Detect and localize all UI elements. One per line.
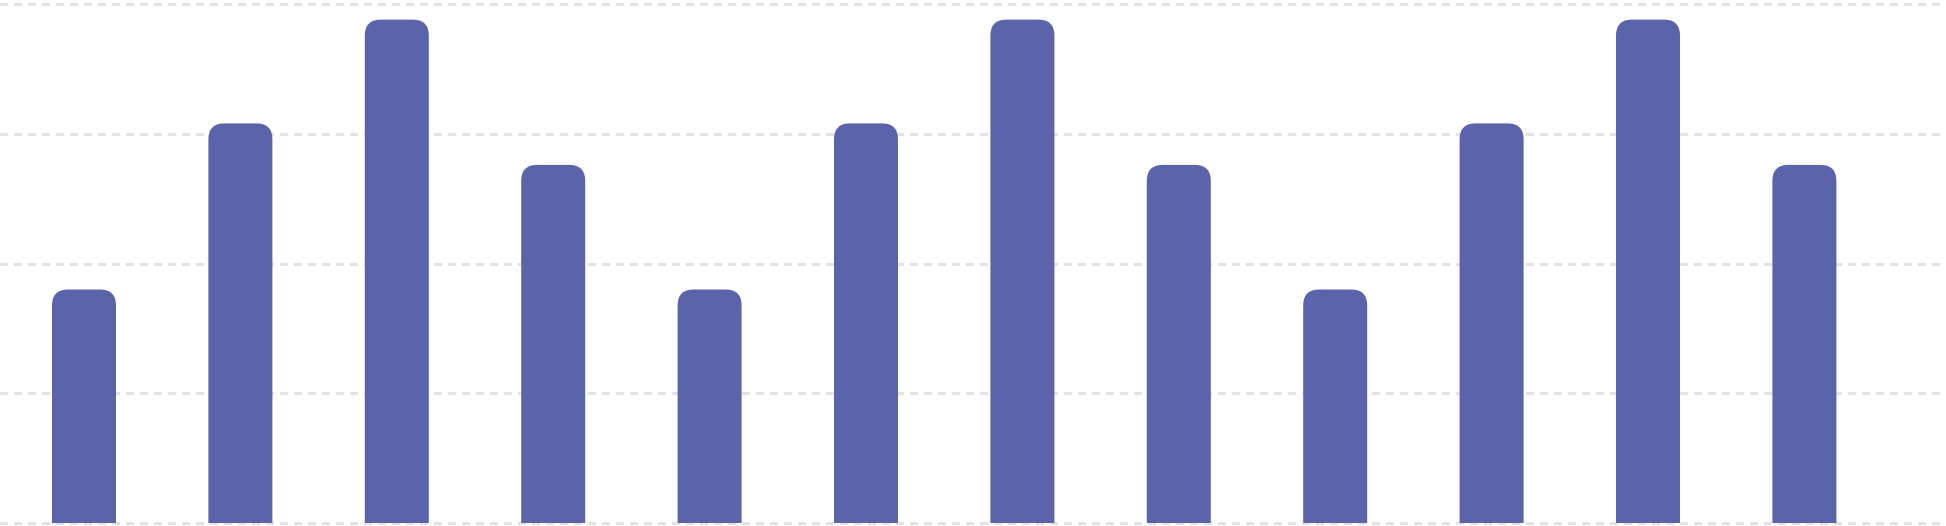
bar-10 — [1459, 123, 1524, 524]
bars — [52, 19, 1837, 524]
gridlines — [0, 3, 1946, 525]
bar-9 — [1303, 289, 1368, 523]
bar-11 — [1616, 19, 1680, 523]
bar-3 — [364, 19, 429, 523]
bar-5 — [677, 289, 742, 523]
bar-7 — [990, 19, 1055, 523]
bar-6 — [834, 123, 898, 524]
bar-8 — [1146, 164, 1211, 523]
bar-12 — [1772, 164, 1837, 523]
bar-4 — [521, 164, 586, 523]
bar-1 — [52, 289, 116, 523]
bar-2 — [208, 123, 273, 524]
